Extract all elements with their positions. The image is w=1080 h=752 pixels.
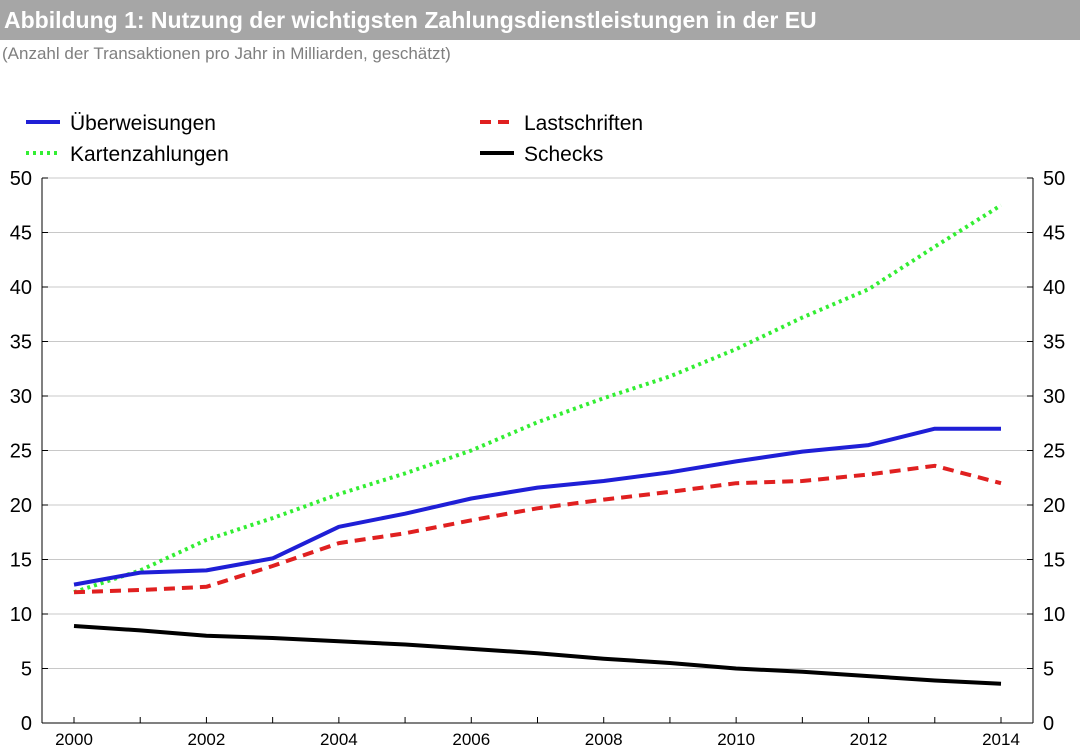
y-tick-label-right: 25	[1043, 441, 1065, 463]
y-tick-label-left: 20	[10, 495, 32, 517]
y-tick-label-right: 20	[1043, 495, 1065, 517]
y-tick-label-right: 15	[1043, 550, 1065, 572]
series-lines	[73, 203, 1003, 686]
y-tick-label-left: 15	[10, 550, 32, 572]
y-tick-label-right: 40	[1043, 277, 1065, 299]
y-tick-label-left: 10	[10, 604, 32, 626]
y-tick-label-left: 45	[10, 223, 32, 245]
series-line-kartenzahlungen	[73, 203, 1003, 595]
series-line-ueberweisungen	[73, 426, 1001, 587]
x-tick-label: 2014	[982, 730, 1020, 749]
legend-label-kartenzahlungen: Kartenzahlungen	[70, 143, 229, 166]
y-tick-label-left: 30	[10, 386, 32, 408]
x-tick-label: 2010	[717, 730, 755, 749]
x-tick-label: 2002	[188, 730, 226, 749]
x-tick-label: 2012	[850, 730, 888, 749]
y-tick-label-left: 35	[10, 332, 32, 354]
y-tick-label-left: 0	[21, 713, 32, 735]
y-tick-label-right: 45	[1043, 223, 1065, 245]
y-tick-label-right: 10	[1043, 604, 1065, 626]
y-tick-label-right: 50	[1043, 168, 1065, 190]
legend: Überweisungen Lastschriften Kartenzahlunge…	[26, 112, 643, 166]
y-tick-label-left: 5	[21, 659, 32, 681]
x-tick-label: 2000	[55, 730, 93, 749]
legend-label-ueberweisungen: Überweisungen	[70, 112, 216, 135]
y-tick-label-right: 0	[1043, 713, 1054, 735]
chart-subtitle: (Anzahl der Transaktionen pro Jahr in Mi…	[2, 44, 451, 63]
x-tick-label: 2006	[452, 730, 490, 749]
legend-label-lastschriften: Lastschriften	[524, 112, 643, 135]
axes: 0 0 5 5 10 10 15 15 20 20 25 25 30 30 35 35 40 40 45 45 50 50…	[10, 168, 1066, 749]
series-line-lastschriften	[73, 463, 1002, 595]
y-tick-label-right: 5	[1043, 659, 1054, 681]
y-tick-label-left: 40	[10, 277, 32, 299]
legend-label-schecks: Schecks	[524, 143, 603, 166]
x-tick-label: 2008	[585, 730, 623, 749]
y-tick-label-left: 50	[10, 168, 32, 190]
x-tick-label: 2004	[320, 730, 358, 749]
series-line-schecks	[73, 624, 1002, 686]
y-tick-label-right: 30	[1043, 386, 1065, 408]
gridlines	[42, 177, 1033, 669]
y-tick-label-right: 35	[1043, 332, 1065, 354]
chart-title: Abbildung 1: Nutzung der wichtigsten Zah…	[0, 0, 1080, 40]
y-tick-label-left: 25	[10, 441, 32, 463]
